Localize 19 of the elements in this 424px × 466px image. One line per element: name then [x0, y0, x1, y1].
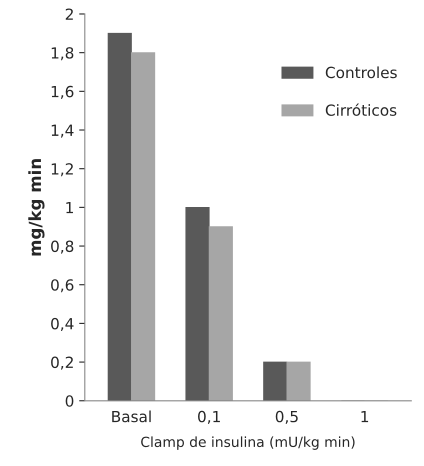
y-tick-label: 0,6	[51, 279, 74, 292]
y-tick-label: 1,4	[52, 124, 74, 138]
y-tick-label: 0,8	[51, 240, 74, 254]
x-tick-label: 0,5	[276, 410, 298, 424]
y-tick-label: 2	[66, 8, 73, 20]
x-axis-title: Clamp de insulina (mU/kg min)	[141, 436, 355, 450]
y-tick-label: 1,6	[52, 86, 74, 99]
x-tick-label: 0,1	[198, 410, 220, 424]
x-tick-label: Basal	[112, 410, 151, 422]
legend-label: Cirróticos	[326, 104, 396, 116]
y-axis-title: mg/kg min	[28, 159, 45, 256]
y-tick-label: 0,2	[51, 356, 73, 370]
x-tick-label: 1	[361, 410, 368, 422]
legend-label: Controles	[326, 66, 397, 78]
y-tick-label: 0	[66, 395, 74, 407]
y-tick-label: 1,2	[52, 163, 73, 176]
y-tick-label: 1	[66, 202, 73, 214]
y-tick-label: 0,4	[51, 318, 74, 331]
y-tick-label: 1,8	[52, 47, 74, 60]
